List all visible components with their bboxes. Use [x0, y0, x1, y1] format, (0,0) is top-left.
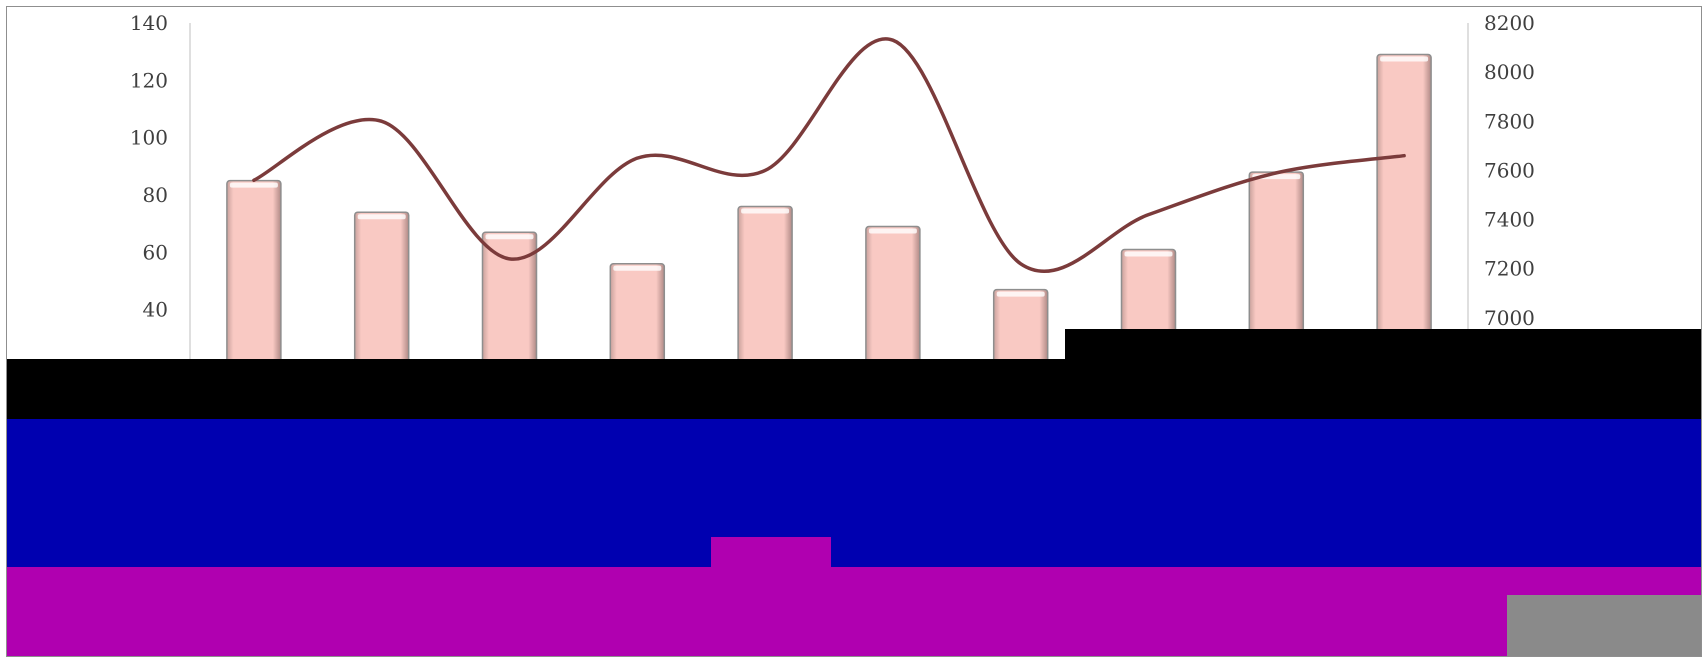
left-tick-label: 60 [143, 240, 168, 264]
right-tick-label: 8000 [1484, 60, 1535, 84]
bar-highlight-10 [1380, 56, 1429, 62]
right-tick-label: 7600 [1484, 158, 1535, 182]
bar-highlight-6 [868, 228, 917, 234]
bar-highlight-8 [1124, 251, 1173, 257]
occlusion-gray-corner [1507, 595, 1701, 656]
left-tick-label: 120 [130, 68, 168, 92]
bar-highlight-3 [485, 234, 534, 240]
chart-frame: 140 120 100 80 60 40 8200 8000 7800 7600 7400 7200 7… [6, 6, 1702, 657]
occlusion-magenta-band [7, 567, 1701, 656]
occlusion-magenta-block [711, 537, 831, 569]
right-tick-label: 7000 [1484, 306, 1535, 330]
bar-highlight-1 [229, 182, 278, 188]
occlusion-blue-band [7, 419, 1701, 569]
right-tick-label: 7800 [1484, 109, 1535, 133]
occlusion-black-band-upper [1065, 329, 1701, 361]
left-tick-label: 40 [143, 298, 168, 322]
line-series [252, 37, 1406, 273]
bar-highlight-5 [741, 208, 790, 214]
bar-highlight-7 [996, 291, 1045, 297]
right-tick-label: 7200 [1484, 257, 1535, 281]
left-tick-label: 140 [130, 11, 168, 35]
right-tick-label: 7400 [1484, 208, 1535, 232]
right-tick-label: 8200 [1484, 11, 1535, 35]
bar-highlight-2 [357, 214, 406, 220]
left-tick-label: 100 [130, 126, 168, 150]
bar-highlight-4 [613, 265, 662, 271]
left-tick-label: 80 [143, 183, 168, 207]
